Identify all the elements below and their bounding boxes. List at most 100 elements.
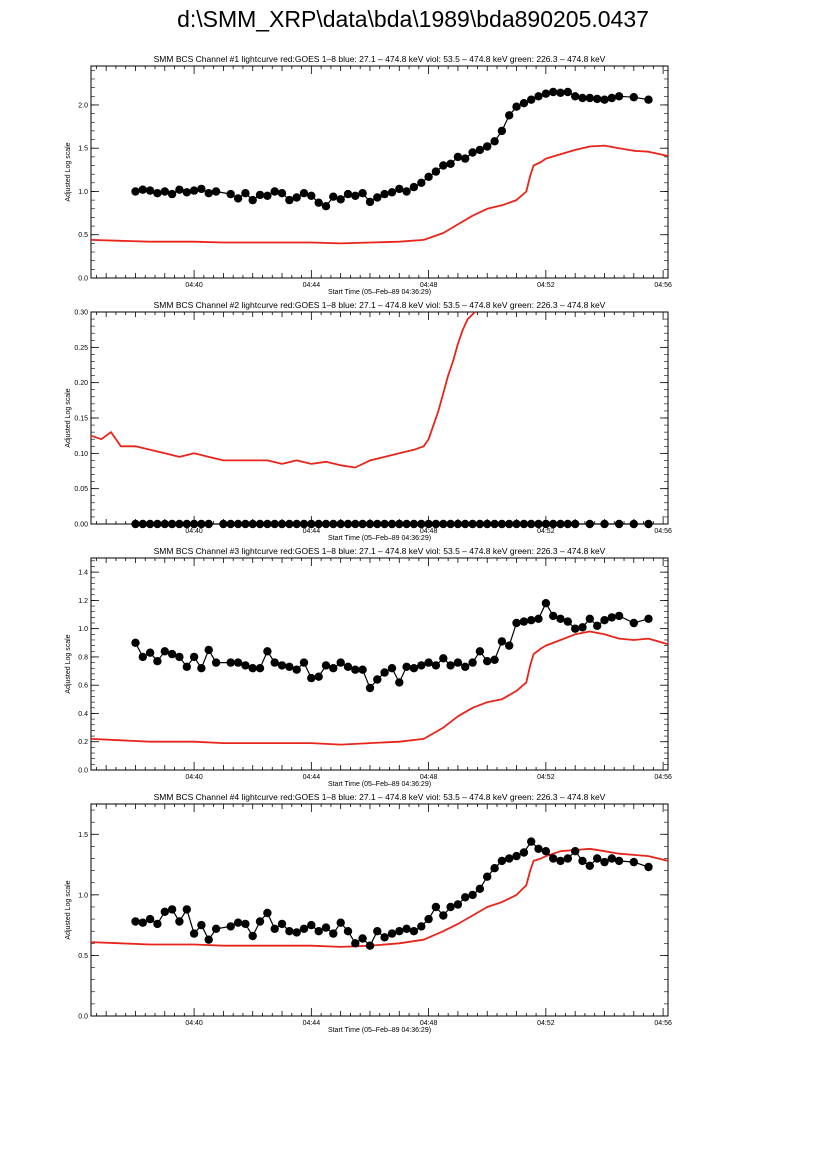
bcs-point-4-41 — [439, 911, 448, 920]
bcs-point-1-35 — [395, 184, 404, 194]
x-tick-label-2-4: 04:56 — [654, 528, 672, 535]
bcs-point-1-34 — [387, 188, 397, 197]
bcs-point-3-17 — [263, 647, 272, 656]
bcs-point-2-0 — [131, 519, 140, 529]
x-tick-label-3-1: 04:44 — [303, 774, 321, 781]
bcs-point-2-60 — [585, 519, 594, 529]
bcs-point-2-61 — [600, 519, 609, 529]
y-tick-label-2-2: 0.10 — [74, 451, 88, 458]
bcs-point-2-15 — [248, 519, 257, 529]
bcs-point-4-17 — [263, 908, 272, 918]
bcs-point-3-50 — [505, 641, 514, 650]
bcs-point-1-2 — [145, 186, 155, 195]
bcs-point-3-63 — [600, 616, 609, 625]
bcs-point-2-51 — [512, 519, 521, 529]
bcs-point-3-49 — [497, 637, 507, 646]
bcs-point-3-12 — [226, 658, 235, 667]
bcs-point-2-57 — [556, 519, 565, 529]
bcs-point-4-20 — [285, 927, 294, 936]
bcs-point-4-35 — [395, 927, 404, 936]
bcs-point-3-47 — [483, 657, 492, 666]
bcs-point-3-59 — [571, 624, 580, 633]
bcs-point-3-55 — [541, 599, 551, 608]
bcs-point-1-50 — [505, 111, 514, 120]
bcs-point-4-49 — [497, 856, 507, 866]
bcs-point-1-63 — [600, 95, 609, 104]
bcs-point-4-57 — [556, 856, 565, 866]
bcs-point-1-60 — [578, 93, 587, 103]
y-tick-label-3-6: 1.2 — [78, 598, 88, 605]
bcs-point-1-18 — [270, 187, 279, 196]
x-tick-label-4-0: 04:40 — [185, 1020, 203, 1027]
bcs-point-3-15 — [248, 664, 257, 673]
x-tick-label-1-4: 04:56 — [654, 282, 672, 289]
bcs-point-2-19 — [277, 519, 287, 529]
bcs-point-4-19 — [277, 919, 287, 929]
bcs-point-2-26 — [329, 519, 338, 529]
bcs-point-4-50 — [505, 854, 514, 863]
bcs-point-4-30 — [358, 934, 367, 943]
bcs-point-2-3 — [153, 519, 162, 529]
bcs-point-4-21 — [292, 928, 301, 937]
bcs-point-3-60 — [578, 623, 587, 632]
bcs-point-4-47 — [483, 872, 492, 881]
bcs-point-4-4 — [160, 907, 169, 916]
bcs-point-1-16 — [255, 190, 265, 200]
bcs-point-1-43 — [453, 152, 463, 162]
x-tick-label-2-3: 04:52 — [537, 528, 555, 535]
bcs-point-3-14 — [241, 661, 250, 670]
bcs-point-1-6 — [175, 185, 184, 194]
bcs-point-1-10 — [204, 189, 213, 198]
x-tick-label-3-4: 04:56 — [654, 774, 672, 781]
bcs-point-1-0 — [131, 187, 140, 196]
y-axis-label-4: Adjusted Log scale — [65, 880, 72, 939]
bcs-point-1-65 — [614, 92, 624, 101]
bcs-point-3-44 — [461, 662, 470, 671]
bcs-point-3-52 — [519, 617, 529, 626]
bcs-point-1-29 — [351, 191, 360, 200]
bcs-point-4-66 — [629, 857, 638, 867]
bcs-point-4-45 — [468, 890, 477, 900]
bcs-point-4-64 — [607, 854, 616, 863]
bcs-point-4-56 — [549, 854, 558, 863]
bcs-point-2-13 — [233, 519, 243, 529]
bcs-point-1-46 — [475, 145, 485, 155]
bcs-point-4-23 — [307, 920, 316, 930]
bcs-point-4-59 — [571, 847, 580, 856]
bcs-point-2-8 — [189, 519, 199, 529]
y-tick-label-3-0: 0.0 — [78, 768, 88, 775]
bcs-point-3-3 — [153, 657, 162, 666]
bcs-point-1-23 — [307, 191, 316, 200]
bcs-line-3 — [134, 601, 649, 690]
bcs-point-3-53 — [527, 616, 536, 625]
bcs-point-2-55 — [541, 519, 551, 529]
bcs-point-1-14 — [241, 189, 250, 198]
bcs-point-4-5 — [167, 905, 177, 914]
bcs-point-3-18 — [270, 658, 279, 667]
bcs-point-1-9 — [197, 184, 206, 194]
bcs-point-3-57 — [556, 614, 565, 623]
y-tick-label-1-0: 0.0 — [78, 276, 88, 283]
bcs-point-2-36 — [402, 519, 411, 529]
goes-line-1 — [90, 144, 669, 245]
bcs-point-3-21 — [292, 665, 301, 674]
x-tick-label-1-0: 04:40 — [185, 282, 203, 289]
bcs-point-4-55 — [541, 847, 551, 856]
bcs-point-1-45 — [468, 148, 477, 157]
bcs-point-3-26 — [329, 664, 338, 673]
x-tick-label-4-4: 04:56 — [654, 1020, 672, 1027]
y-tick-label-3-2: 0.4 — [78, 711, 88, 718]
bcs-point-3-10 — [204, 645, 213, 655]
bcs-point-1-38 — [417, 178, 426, 187]
bcs-point-1-5 — [167, 189, 177, 199]
bcs-point-3-5 — [167, 649, 177, 659]
bcs-point-4-36 — [402, 924, 411, 933]
bcs-point-2-18 — [270, 519, 279, 529]
bcs-point-3-62 — [593, 621, 602, 630]
bcs-point-2-31 — [365, 519, 375, 529]
bcs-point-4-18 — [270, 924, 279, 933]
bcs-point-2-16 — [255, 519, 265, 529]
goes-line-2 — [90, 311, 476, 469]
bcs-point-1-13 — [233, 194, 243, 203]
